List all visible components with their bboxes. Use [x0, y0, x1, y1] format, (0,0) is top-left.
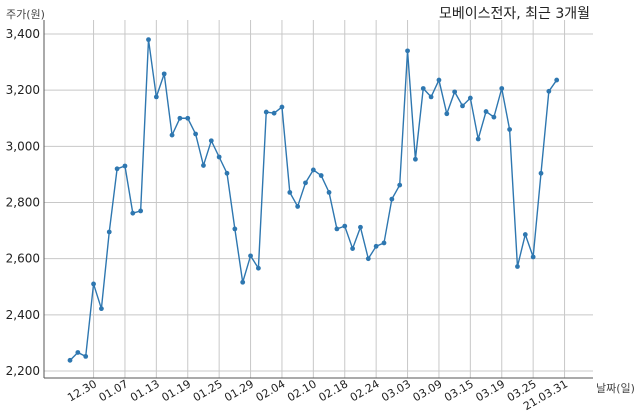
x-axis-ticks: 12.3001.0701.1301.1901.2501.2902.0402.10…: [65, 377, 570, 413]
x-tick-label: 01.19: [159, 377, 193, 404]
x-tick-label: 03.03: [379, 377, 413, 404]
data-point: [146, 37, 151, 43]
data-point: [201, 163, 206, 168]
data-point: [122, 163, 128, 169]
data-point: [138, 208, 144, 214]
x-tick-label: 02.10: [285, 377, 319, 404]
data-point: [310, 167, 316, 173]
data-point: [515, 264, 520, 269]
x-tick-label: 02.24: [348, 377, 382, 404]
data-point: [177, 115, 183, 121]
data-point: [208, 138, 214, 144]
grid-lines: [44, 20, 593, 378]
y-tick-label: 2,800: [6, 196, 40, 210]
data-point: [554, 77, 560, 83]
data-point: [342, 223, 348, 229]
data-point: [263, 109, 269, 115]
data-point: [114, 166, 120, 172]
data-point: [467, 95, 473, 101]
data-point: [452, 89, 458, 95]
data-point: [256, 265, 261, 271]
data-point: [130, 210, 136, 216]
data-point: [538, 170, 544, 176]
y-axis-ticks: 2,200 2,400 2,600 2,800 3,000 3,200 3,400: [6, 27, 40, 378]
data-point: [499, 86, 505, 91]
y-tick-label: 3,400: [6, 27, 40, 41]
y-tick-label: 3,200: [6, 83, 40, 97]
data-point: [279, 104, 285, 110]
x-tick-label: 03.19: [473, 377, 507, 404]
data-point: [224, 170, 230, 176]
data-point: [334, 226, 340, 232]
data-point: [326, 189, 332, 195]
y-axis-title: 주가(원): [6, 8, 45, 21]
data-point: [83, 353, 89, 359]
x-tick-label: 02.18: [316, 377, 350, 404]
x-tick-label: 01.07: [97, 377, 131, 404]
data-point: [240, 279, 246, 285]
y-tick-label: 2,400: [6, 308, 40, 322]
data-point: [248, 253, 253, 259]
axes: [43, 20, 593, 379]
data-point: [75, 350, 81, 355]
data-point: [232, 226, 238, 232]
data-point: [185, 115, 191, 121]
data-point: [507, 127, 512, 132]
data-point: [303, 180, 308, 186]
chart-title: 모베이스전자, 최근 3개월: [439, 6, 590, 22]
data-point: [193, 131, 199, 137]
data-point: [365, 256, 371, 262]
data-point: [530, 254, 536, 260]
data-point: [295, 204, 301, 209]
x-tick-label: 01.13: [128, 377, 162, 404]
x-tick-label: 03.09: [411, 377, 445, 404]
data-point: [413, 156, 418, 162]
data-point: [153, 94, 159, 100]
data-point: [491, 114, 497, 120]
data-point: [216, 154, 222, 160]
y-tick-label: 2,200: [6, 364, 40, 378]
data-point: [389, 196, 395, 202]
data-point: [460, 103, 465, 109]
data-point: [106, 229, 112, 235]
data-point: [161, 71, 167, 77]
x-tick-label: 01.25: [191, 377, 225, 404]
x-axis-title: 날짜(일): [596, 381, 635, 395]
data-point: [358, 224, 363, 230]
data-point: [546, 88, 552, 94]
x-tick-label: 03.15: [442, 377, 476, 404]
x-tick-label: 01.29: [222, 377, 256, 404]
data-point: [67, 357, 73, 363]
data-point: [91, 281, 96, 287]
data-point: [318, 173, 324, 178]
data-point: [350, 246, 355, 251]
y-tick-label: 3,000: [6, 139, 40, 153]
data-point: [522, 232, 528, 237]
x-tick-label: 02.04: [254, 377, 288, 404]
data-point: [436, 77, 442, 83]
data-point: [444, 111, 450, 117]
data-point: [420, 86, 426, 91]
data-point: [428, 94, 434, 100]
price-series: [67, 37, 560, 363]
data-point: [169, 132, 175, 138]
data-point: [271, 110, 277, 116]
data-point: [381, 240, 387, 246]
data-point: [483, 109, 489, 114]
data-point: [475, 136, 481, 142]
y-tick-label: 2,600: [6, 252, 40, 266]
data-point: [405, 48, 410, 54]
x-tick-label: 12.30: [65, 377, 99, 404]
data-point: [373, 243, 379, 249]
data-point: [99, 306, 104, 312]
data-point: [287, 189, 293, 195]
data-point: [397, 182, 403, 188]
